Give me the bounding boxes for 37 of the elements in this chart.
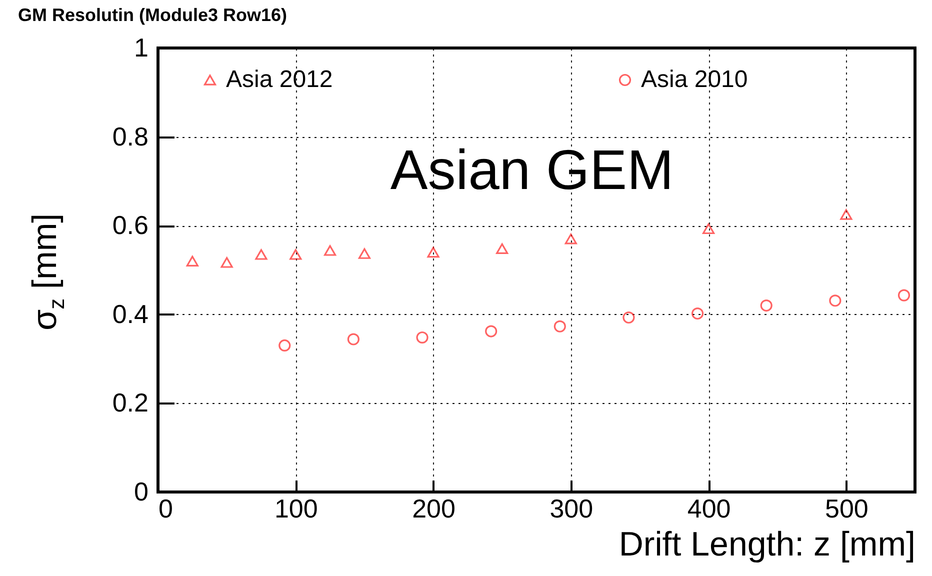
point	[760, 299, 772, 312]
point	[496, 243, 508, 254]
y-tick-label: 0.8	[112, 121, 148, 152]
x-tick-label: 400	[687, 494, 731, 524]
point	[840, 209, 852, 220]
y-tick-label: 0.6	[112, 210, 148, 240]
point	[324, 245, 336, 256]
point	[358, 248, 370, 259]
point	[564, 234, 577, 244]
x-axis-title: Drift Length: z [mm]	[618, 526, 916, 564]
x-tick-label: 100	[274, 494, 318, 524]
point	[554, 320, 566, 332]
y-tick-label: 0.2	[112, 388, 148, 418]
x-tick-label: 300	[550, 494, 594, 524]
legend-label: Asia 2010	[641, 66, 748, 93]
x-tick-label: 0	[158, 494, 173, 524]
point	[427, 246, 440, 258]
y-tick-label: 0.4	[112, 298, 148, 329]
point	[220, 257, 233, 268]
point	[691, 307, 704, 320]
legend-label: Asia 2012	[226, 66, 333, 93]
point	[278, 339, 291, 352]
point	[829, 294, 842, 307]
point	[347, 333, 360, 346]
point	[416, 331, 428, 344]
chart-title: GM Resolutin (Module3 Row16)	[18, 5, 288, 25]
y-tick-label: 1	[134, 32, 148, 62]
point	[622, 311, 635, 324]
point	[898, 289, 910, 302]
point	[186, 256, 198, 266]
x-tick-label: 500	[824, 494, 868, 524]
point	[255, 249, 268, 260]
point	[485, 325, 498, 338]
x-tick-label: 200	[412, 494, 456, 524]
point	[290, 249, 302, 260]
annotation: Asian GEM	[390, 138, 674, 201]
point	[702, 223, 715, 234]
